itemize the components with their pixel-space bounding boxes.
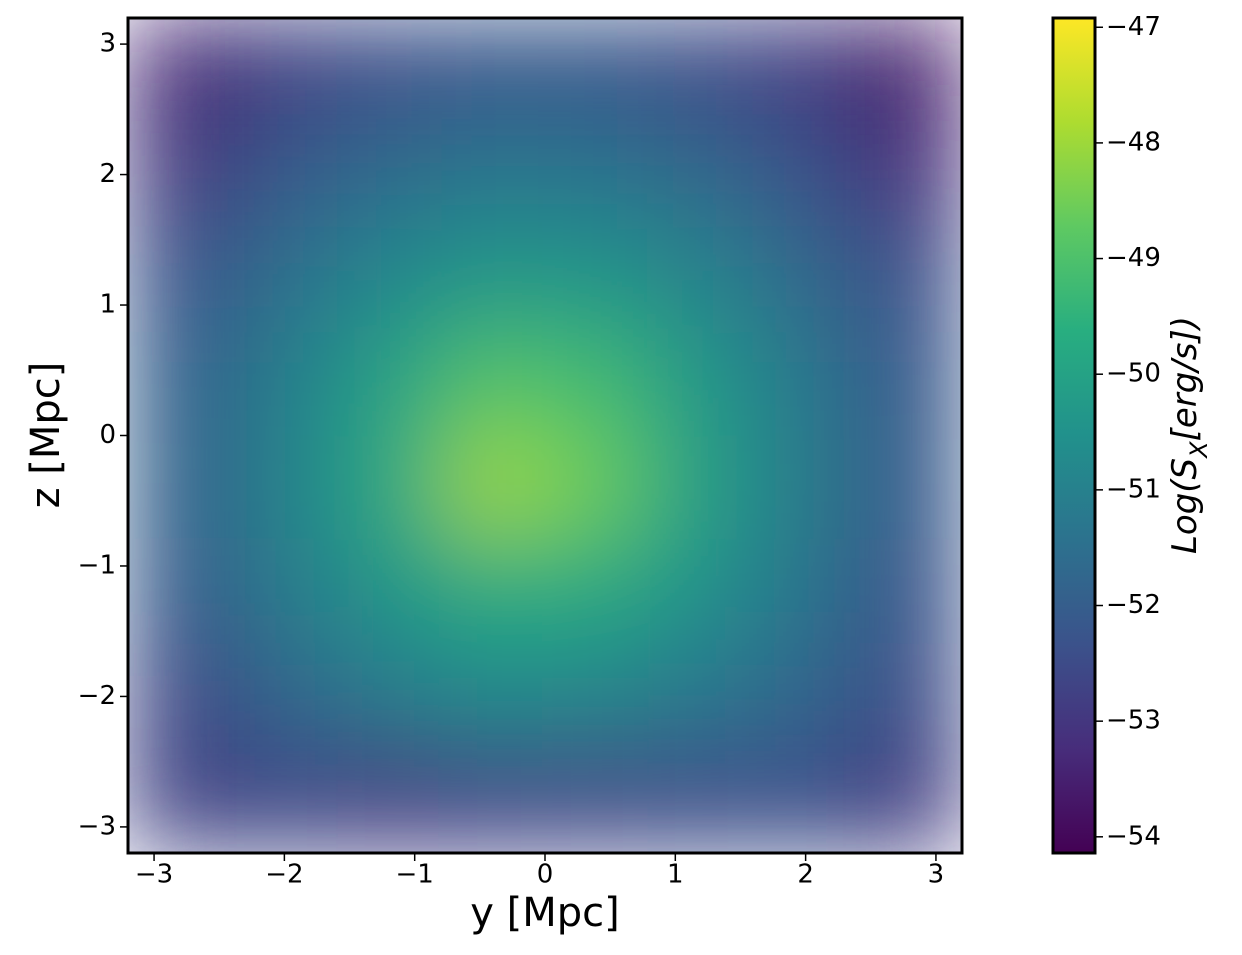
heatmap-cell — [753, 226, 859, 332]
heatmap-cell — [336, 435, 442, 541]
heatmap-cell — [753, 539, 859, 645]
heatmap-cell — [544, 748, 650, 853]
colorbar-label: Log(SX[erg/s]) — [1165, 316, 1214, 554]
heatmap-cell — [648, 226, 754, 332]
y-tick-label: 2 — [99, 159, 116, 189]
heatmap-cell — [753, 121, 859, 228]
y-tick-label: 1 — [99, 290, 116, 320]
heatmap-cell — [440, 121, 546, 228]
heatmap-cell — [753, 435, 859, 541]
heatmap-cell — [231, 539, 337, 645]
heatmap-cell — [753, 643, 859, 750]
heatmap-cell — [231, 226, 337, 332]
heatmap-cell — [753, 330, 859, 436]
heatmap-cell — [440, 435, 546, 541]
heatmap-cell — [857, 435, 962, 541]
heatmap-cell — [544, 18, 650, 123]
x-tick-label: 2 — [797, 860, 814, 890]
y-tick-label: −1 — [78, 550, 116, 580]
heatmap-cell — [544, 435, 650, 541]
heatmap-cell — [544, 539, 650, 645]
heatmap-cell — [336, 748, 442, 853]
heatmap-cell — [440, 539, 546, 645]
heatmap-cell — [648, 748, 754, 853]
colorbar-tick-label: −52 — [1106, 590, 1161, 620]
heatmap-cell — [128, 435, 233, 541]
heatmap-cell — [128, 121, 233, 228]
x-tick-label: −1 — [396, 860, 434, 890]
heatmap-cell — [753, 18, 859, 123]
heatmap-cell — [440, 748, 546, 853]
heatmap-cell — [128, 18, 233, 123]
heatmap — [128, 18, 962, 853]
heatmap-cell — [544, 121, 650, 228]
x-tick-label: 1 — [667, 860, 684, 890]
heatmap-cell — [753, 748, 859, 853]
heatmap-cell — [231, 748, 337, 853]
heatmap-cell — [231, 643, 337, 750]
heatmap-cell — [336, 330, 442, 436]
heatmap-cell — [440, 643, 546, 750]
heatmap-cell — [857, 226, 962, 332]
colorbar-tick-label: −50 — [1106, 359, 1161, 389]
heatmap-cell — [440, 226, 546, 332]
heatmap-cell — [544, 643, 650, 750]
heatmap-cell — [231, 18, 337, 123]
heatmap-cell — [857, 330, 962, 436]
heatmap-cell — [128, 330, 233, 436]
colorbar-tick-label: −48 — [1106, 127, 1161, 157]
heatmap-cell — [648, 539, 754, 645]
heatmap-cell — [857, 121, 962, 228]
y-tick-label: 3 — [99, 29, 116, 59]
x-tick-label: −2 — [265, 860, 303, 890]
heatmap-cell — [857, 748, 962, 853]
y-tick-label: 0 — [99, 420, 116, 450]
heatmap-cell — [336, 539, 442, 645]
colorbar-tick-label: −49 — [1106, 243, 1161, 273]
colorbar-tick-label: −47 — [1106, 12, 1161, 42]
colorbar-tick-label: −51 — [1106, 474, 1161, 504]
colorbar-tick-label: −54 — [1106, 821, 1161, 851]
heatmap-area — [128, 18, 962, 853]
colorbar-label-sub: X — [1185, 441, 1213, 460]
heatmap-cell — [128, 748, 233, 853]
colorbar — [1051, 16, 1097, 855]
heatmap-cell — [336, 121, 442, 228]
y-axis-label: z [Mpc] — [23, 362, 69, 509]
heatmap-cell — [857, 539, 962, 645]
heatmap-cell — [857, 18, 962, 123]
heatmap-cell — [544, 330, 650, 436]
colorbar-label-part: Log(S — [1165, 458, 1205, 554]
heatmap-cell — [128, 226, 233, 332]
heatmap-cell — [648, 121, 754, 228]
y-tick-label: −2 — [78, 681, 116, 711]
heatmap-cell — [648, 435, 754, 541]
heatmap-cell — [544, 226, 650, 332]
x-tick-label: −3 — [135, 860, 173, 890]
x-axis-label: y [Mpc] — [470, 890, 620, 936]
heatmap-cell — [440, 18, 546, 123]
axes: −3 −2 −1 0 1 2 3 −3 −2 −1 0 1 2 3 −54 −53 −52 −51 −50 −49 −4… — [78, 12, 1161, 890]
heatmap-cell — [336, 643, 442, 750]
heatmap-cell — [648, 330, 754, 436]
colorbar-tick-label: −53 — [1106, 706, 1161, 736]
y-tick-label: −3 — [78, 811, 116, 841]
heatmap-cell — [128, 643, 233, 750]
heatmap-cell — [857, 643, 962, 750]
heatmap-cell — [231, 121, 337, 228]
heatmap-cell — [336, 18, 442, 123]
heatmap-cell — [231, 435, 337, 541]
colorbar-label-part: [erg/s]) — [1165, 316, 1205, 441]
x-tick-label: 0 — [537, 860, 554, 890]
heatmap-cell — [648, 643, 754, 750]
x-tick-label: 3 — [928, 860, 945, 890]
heatmap-cell — [128, 539, 233, 645]
heatmap-cell — [648, 18, 754, 123]
heatmap-cell — [336, 226, 442, 332]
heatmap-cell — [440, 330, 546, 436]
heatmap-cell — [231, 330, 337, 436]
